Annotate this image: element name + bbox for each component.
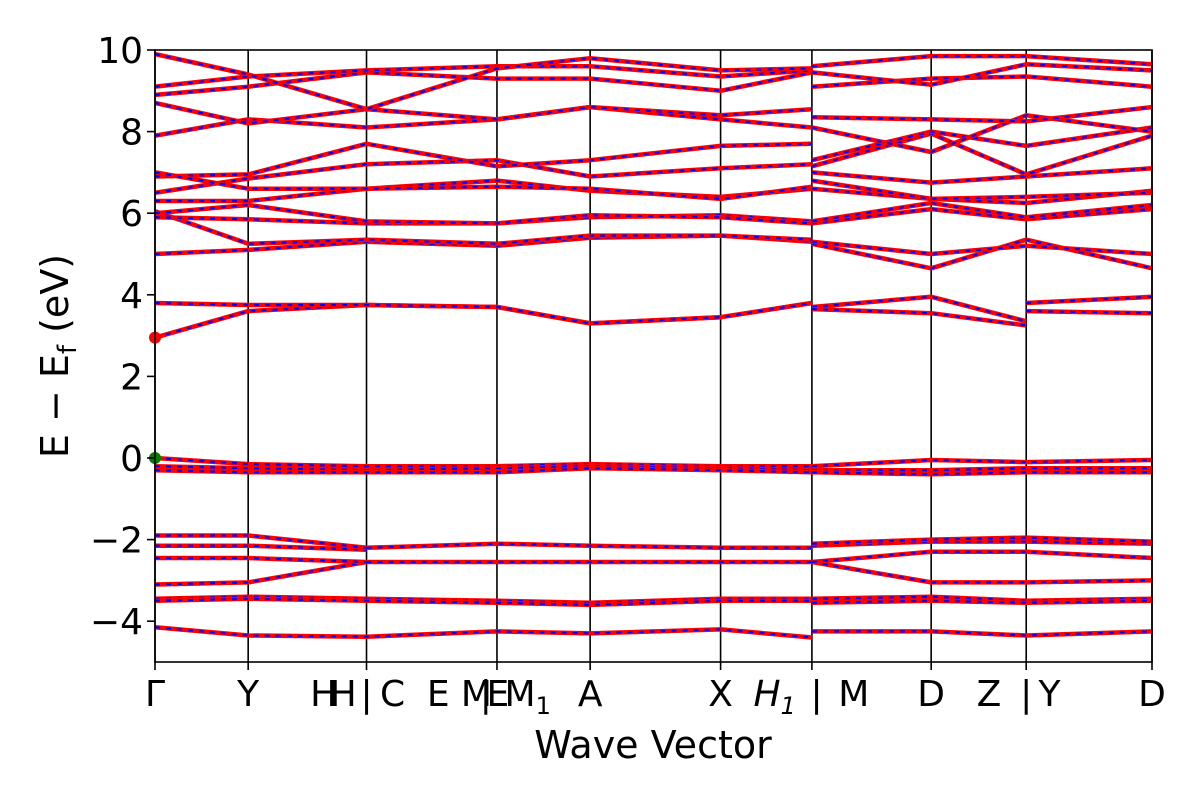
x-tick-label-6: E	[427, 674, 450, 715]
band-52-spin-down	[811, 75, 1152, 88]
band-7-spin-up	[155, 555, 367, 565]
band-54-spin-down	[811, 55, 1152, 68]
band-38-spin-down	[155, 71, 813, 96]
band-29-spin-up	[155, 209, 813, 247]
x-tick-label-5: C	[380, 674, 405, 715]
band-19-spin-down	[811, 458, 1152, 468]
band-48-spin-up	[811, 131, 1152, 177]
x-tick-label-19: Y	[1038, 674, 1062, 715]
x-tick-label-12: X	[708, 674, 733, 715]
x-tick-label-16: D	[917, 674, 945, 715]
x-tick-label-11: A	[578, 674, 603, 715]
band-31-spin-down	[155, 203, 812, 225]
y-tick-label-4: 4	[120, 276, 143, 317]
band-15-spin-down	[811, 536, 1152, 545]
y-tick-label-0: −4	[90, 602, 143, 643]
x-tick-label-0: Γ	[145, 674, 165, 715]
band-25-spin-up	[811, 306, 1027, 328]
x-axis-label: Wave Vector	[534, 723, 772, 767]
x-tick-label-7: M	[461, 674, 492, 715]
y-axis-ticks: −4 −2 0 2 4 6 8 10	[90, 31, 155, 643]
band-47-spin-down	[811, 167, 1152, 184]
band-41-spin-up	[811, 237, 1152, 271]
y-tick-label-1: −2	[90, 521, 143, 562]
band-3-spin-down	[155, 597, 812, 607]
band-6-spin-up	[155, 559, 367, 587]
band-5-spin-down	[811, 599, 1152, 604]
x-tick-label-2: H	[310, 674, 337, 715]
band-50-spin-down	[811, 114, 1152, 154]
band-18-spin-down	[155, 467, 812, 474]
bands	[155, 51, 1152, 640]
y-tick-label-5: 6	[120, 194, 143, 235]
plot-frame	[154, 49, 1153, 663]
band-35-spin-down	[155, 171, 813, 201]
band-8-spin-up	[155, 543, 367, 553]
x-tick-label-9: E	[487, 674, 510, 715]
x-tick-label-17: Z	[977, 674, 1002, 715]
band-40-spin-down	[155, 53, 812, 111]
band-53-spin-down	[811, 63, 1152, 86]
band-27-spin-up	[1026, 308, 1152, 316]
x-tick-label-20: D	[1138, 674, 1166, 715]
band-21-spin-down	[811, 471, 1152, 476]
x-tick-label-14: |	[810, 674, 822, 715]
band-11-spin-down	[366, 542, 812, 549]
band-37-spin-down	[155, 101, 812, 125]
x-tick-label-15: M	[838, 674, 869, 715]
band-33-spin-down	[155, 159, 812, 194]
band-34-spin-down	[155, 142, 812, 178]
x-tick-label-3: H	[330, 674, 357, 715]
y-tick-label-6: 8	[120, 113, 143, 154]
band-1-spin-down	[811, 630, 1152, 637]
y-axis-label-unit: (eV)	[33, 254, 77, 345]
band-49-spin-up	[811, 125, 1152, 163]
y-axis-label-subscript: f	[53, 344, 83, 354]
band-42-spin-down	[811, 240, 1152, 256]
band-9-spin-up	[155, 533, 367, 551]
band-44-spin-down	[811, 201, 1152, 223]
band-46-spin-down	[811, 179, 1152, 201]
band-43-spin-down	[811, 207, 1152, 225]
band-0-spin-down	[155, 626, 812, 639]
band-20-spin-down	[811, 467, 1152, 472]
band-26-spin-up	[1026, 294, 1152, 306]
band-23-spin-down	[155, 301, 813, 325]
y-axis-label: E − Ef (eV)	[33, 254, 83, 458]
band-12-spin-down	[811, 560, 1152, 584]
x-tick-label-4: |	[360, 674, 372, 715]
band-32-spin-down	[155, 179, 812, 203]
x-tick-label-8: |	[480, 674, 492, 715]
y-tick-label-2: 0	[120, 439, 143, 480]
band-13-spin-down	[811, 550, 1152, 564]
y-tick-label-7: 10	[97, 31, 143, 72]
band-24-spin-up	[811, 294, 1027, 324]
band-51-spin-down	[811, 106, 1152, 123]
x-tick-label-18: |	[1020, 674, 1032, 715]
x-tick-label-1: Y	[236, 674, 260, 715]
y-tick-label-3: 2	[120, 357, 143, 398]
y-axis-label-main: E − E	[33, 354, 77, 458]
